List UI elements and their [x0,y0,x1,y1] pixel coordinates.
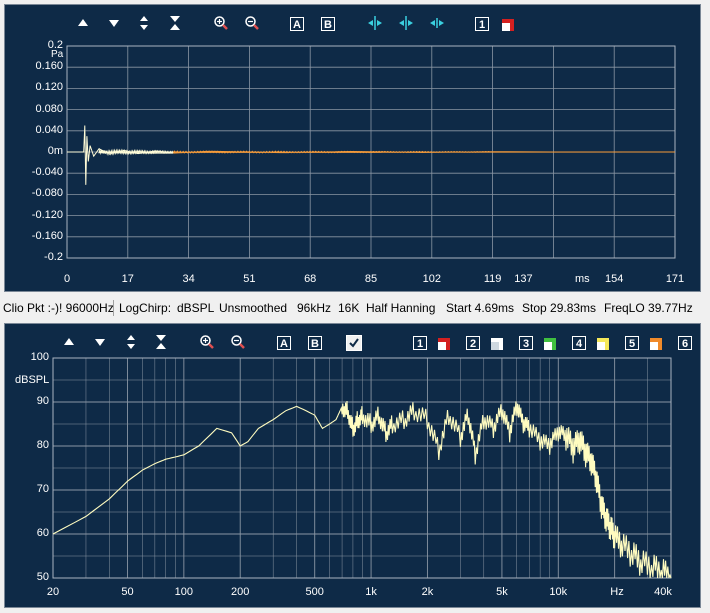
smoothing-text: Unsmoothed [219,301,288,315]
marker-a-button[interactable]: A [277,336,291,350]
zoom-out-icon[interactable] [244,15,260,31]
y-tick-label: 100 [30,351,49,363]
y-tick-label: 80 [36,439,49,451]
y-tick-label: 90 [36,395,49,407]
x-tick-label: 119 [483,273,502,285]
y-tick-label: -0.080 [31,187,63,200]
impulse-panel: A B 1 Pa 0.2 0.160 0.120 0.080 0.040 0m -0.040… [4,4,701,292]
impulse-toolbar: A B 1 [5,5,700,43]
zoom-in-icon[interactable] [199,334,215,350]
impulse-trace-window [67,125,174,185]
scale-down-icon[interactable] [106,15,122,31]
x-tick-label: 5k [496,586,508,598]
x-tick-label: 40k [654,586,672,598]
expand-y-icon[interactable] [136,15,152,31]
x-tick-label: 10k [549,586,568,598]
marker-window-icon[interactable] [429,15,445,31]
channel-1-button[interactable]: 1 [475,17,489,31]
y-tick-label: 70 [36,483,49,495]
scale-up-icon[interactable] [61,334,77,350]
channel-3-button[interactable]: 3 [519,336,533,350]
x-tick-label: 34 [182,273,195,285]
compress-y-icon[interactable] [167,15,183,31]
stimulus-text: LogChirp: [119,301,172,315]
fft-size-text: 16K [338,301,360,315]
unit-text: dBSPL [177,301,215,315]
y-unit-label: dBSPL [15,374,50,386]
x-tick-label: 0 [63,273,71,285]
expand-y-icon[interactable] [123,334,139,350]
sample-rate-text: 96kHz [297,301,332,315]
overlay-checkbox-icon[interactable] [346,335,362,351]
channel-4-color-swatch[interactable] [597,338,609,350]
x-tick-label: 2k [421,586,434,598]
impulse-plot[interactable] [5,5,700,291]
y-tick-label: 50 [36,571,49,583]
y-unit-label: Pa [51,49,64,60]
y-tick-label: 60 [36,527,49,539]
app-state-text: Clio Pkt :-)! 96000Hz [3,301,114,315]
x-unit-label: ms [575,273,590,285]
y-tick-label: 0.120 [35,81,63,94]
x-tick-label: 200 [231,586,250,598]
y-tick-label: 0.160 [35,60,63,73]
y-tick-label: -0.2 [44,251,63,263]
x-tick-label: 100 [174,586,194,598]
y-tick-label: 0.080 [35,102,63,115]
x-tick-label: 171 [665,273,685,285]
frequency-panel: A B 1 2 3 4 5 6 dBSPL 100 90 80 70 60 50 20 50… [4,323,701,608]
channel-1-button[interactable]: 1 [413,336,427,350]
start-time-text: Start 4.69ms [446,301,515,315]
x-tick-label: 1k [365,586,377,598]
x-tick-label: 51 [243,273,256,285]
channel-4-button[interactable]: 4 [572,336,586,350]
marker-b-button[interactable]: B [321,17,335,31]
x-tick-label: 137 [514,273,533,285]
marker-stop-icon[interactable] [398,15,414,31]
y-tick-label: 0m [47,145,63,157]
y-tick-label: 0.2 [47,39,63,51]
status-bar: Clio Pkt :-)! 96000Hz LogChirp: dBSPL Un… [0,298,710,318]
y-tick-label: -0.040 [31,166,63,179]
marker-b-button[interactable]: B [308,336,322,350]
x-tick-label: 85 [364,273,378,285]
channel-1-color-swatch[interactable] [502,19,514,31]
channel-2-color-swatch[interactable] [491,338,503,350]
scale-up-icon[interactable] [75,15,91,31]
zoom-out-icon[interactable] [230,334,246,350]
scale-down-icon[interactable] [92,334,108,350]
compress-y-icon[interactable] [153,334,169,350]
frequency-toolbar: A B 1 2 3 4 5 6 [5,324,700,362]
zoom-in-icon[interactable] [213,15,229,31]
channel-2-button[interactable]: 2 [466,336,480,350]
marker-start-icon[interactable] [367,15,383,31]
x-tick-label: 20 [46,586,60,598]
frequency-plot[interactable] [5,324,700,607]
channel-6-button[interactable]: 6 [678,336,692,350]
marker-a-button[interactable]: A [290,17,304,31]
impulse-trace-outside-window [171,150,676,154]
y-tick-label: -0.120 [31,208,63,221]
channel-1-color-swatch[interactable] [438,338,450,350]
channel-5-color-swatch[interactable] [650,338,662,350]
frequency-response-trace [52,400,672,579]
x-unit-label: Hz [610,586,624,598]
freq-lo-text: FreqLO 39.77Hz [604,301,693,315]
channel-5-button[interactable]: 5 [625,336,639,350]
x-tick-label: 154 [605,273,624,285]
stop-time-text: Stop 29.83ms [522,301,597,315]
x-tick-label: 17 [121,273,134,285]
x-tick-label: 102 [422,273,441,285]
x-tick-label: 50 [121,586,134,598]
window-text: Half Hanning [366,301,436,315]
x-tick-label: 68 [304,273,317,285]
channel-3-color-swatch[interactable] [544,338,556,350]
y-tick-label: -0.160 [31,229,63,242]
y-tick-label: 0.040 [35,123,63,136]
x-tick-label: 500 [305,586,324,598]
